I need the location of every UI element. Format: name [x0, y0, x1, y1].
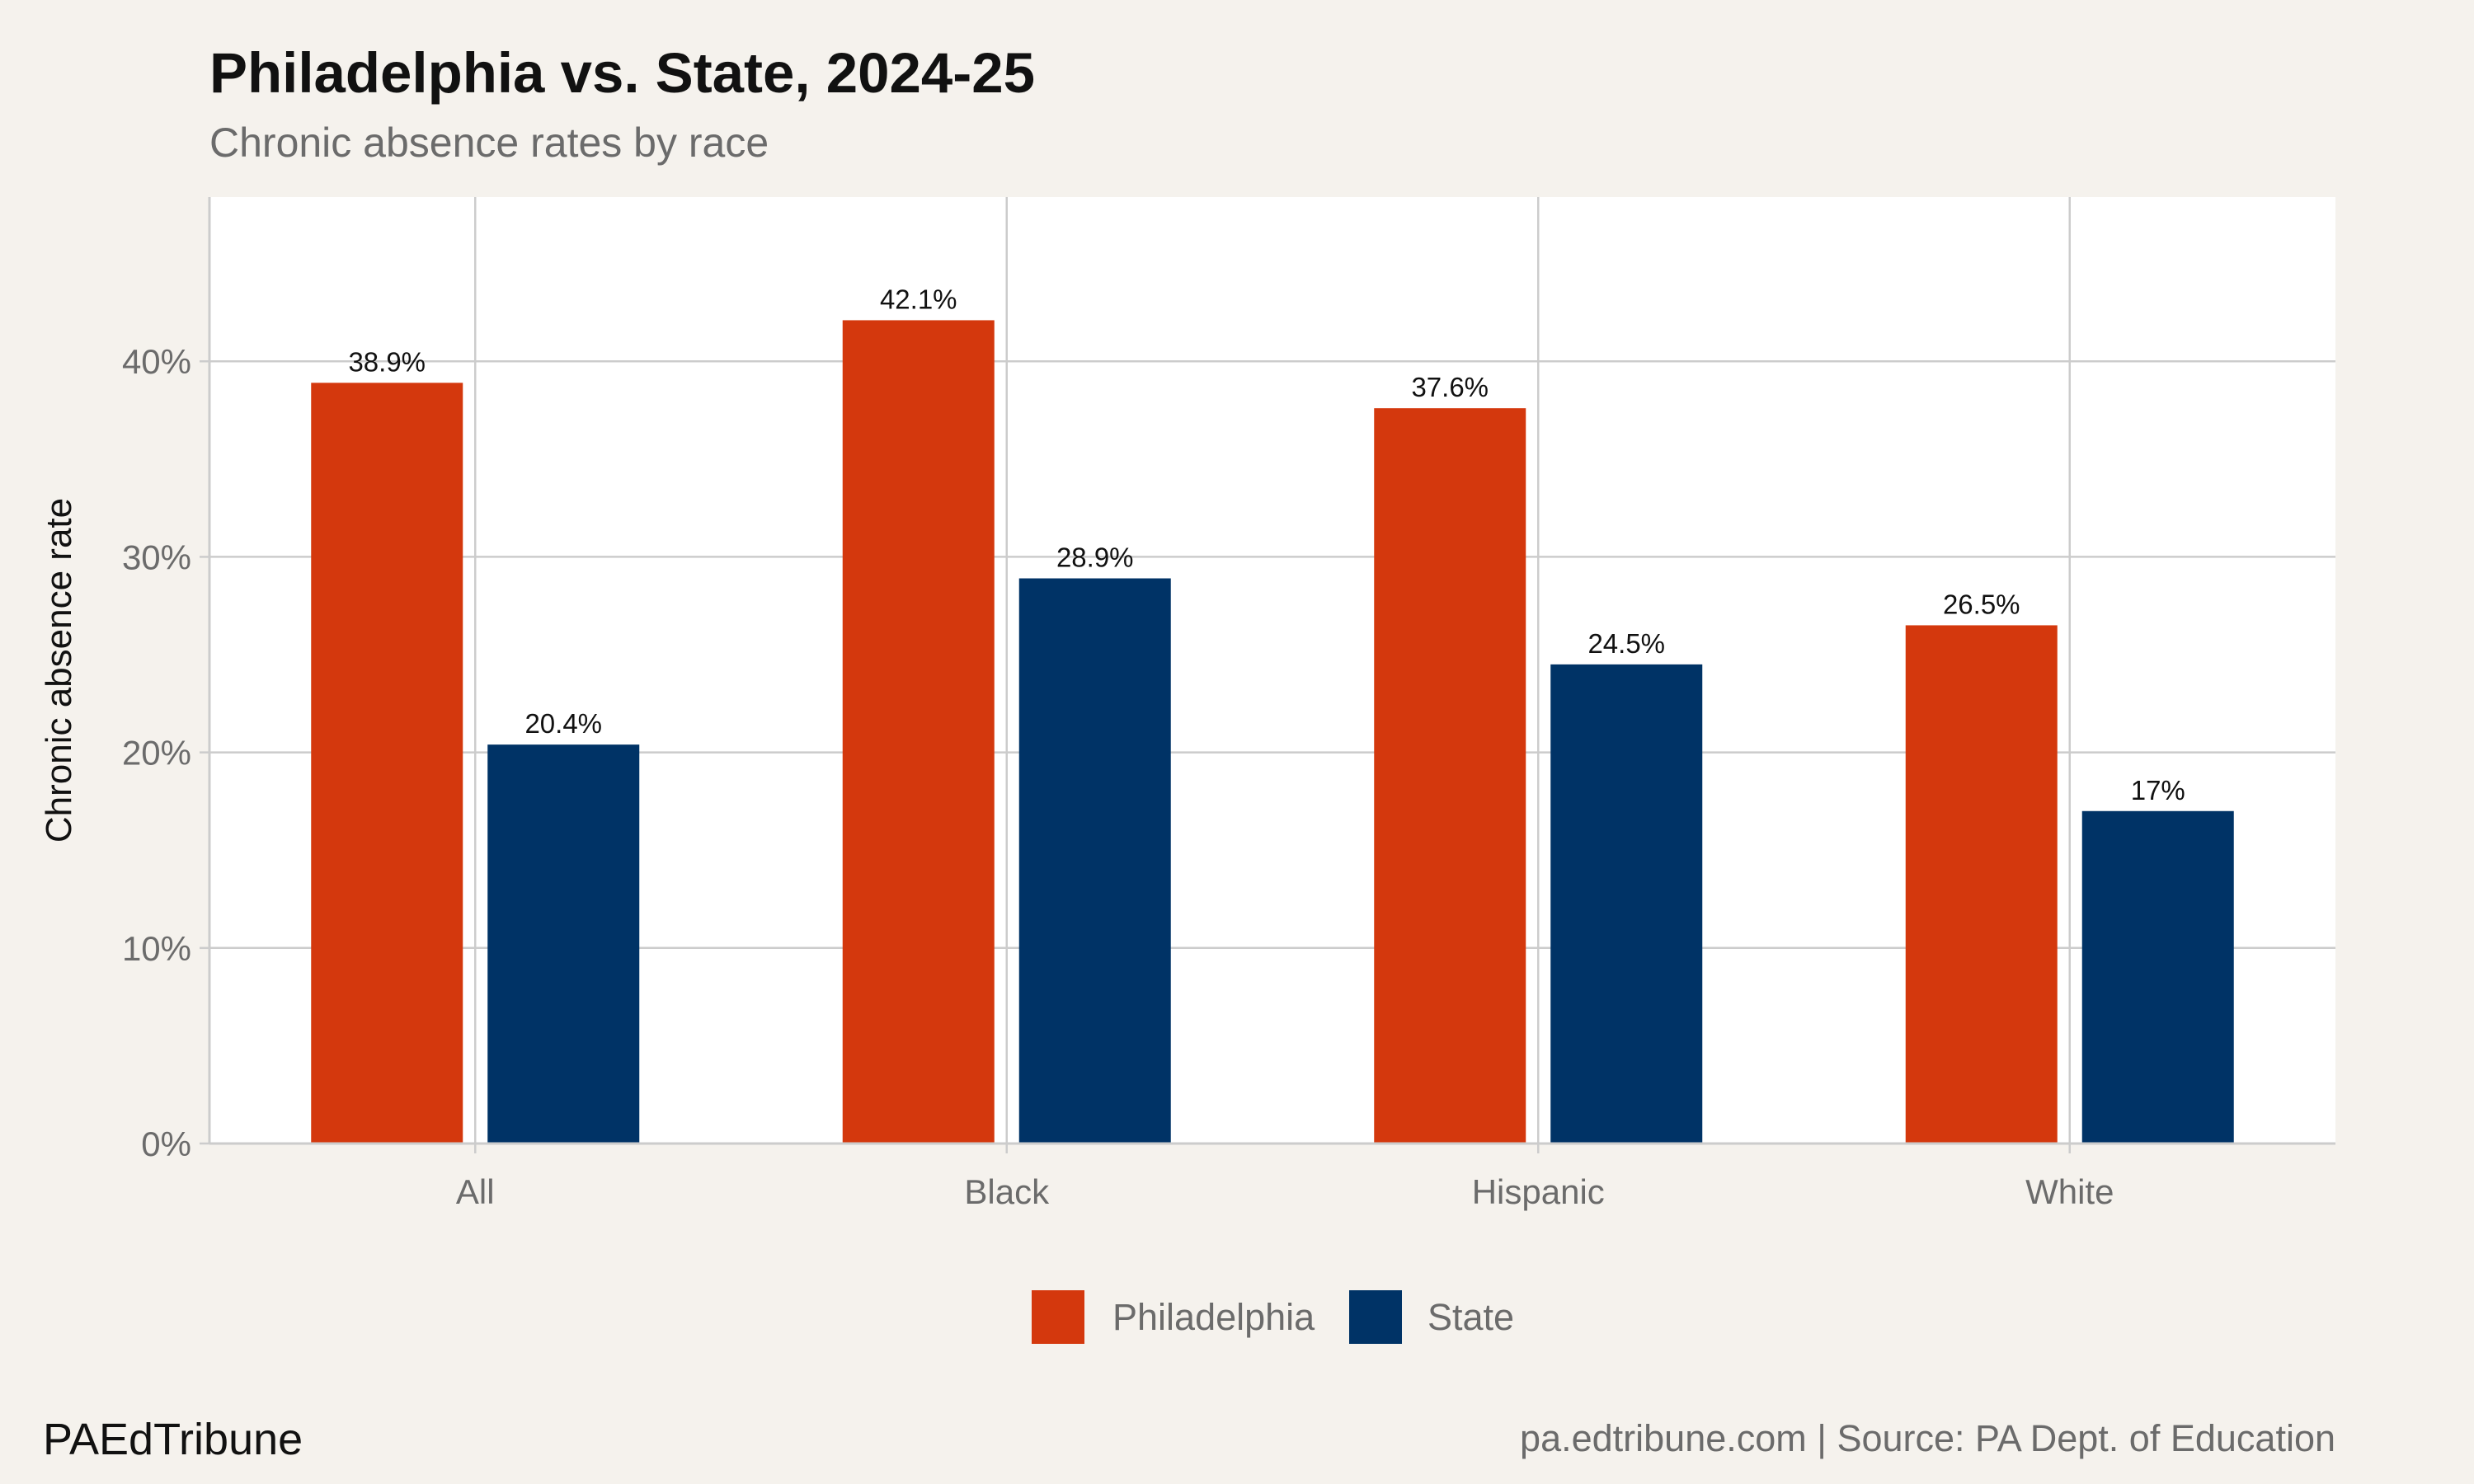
- bar-philadelphia-white: [1905, 625, 2058, 1144]
- x-tick-label: Black: [964, 1172, 1050, 1211]
- data-label: 37.6%: [1411, 372, 1489, 402]
- chart-subtitle: Chronic absence rates by race: [209, 120, 769, 166]
- bar-state-all: [487, 744, 640, 1144]
- bar-philadelphia-hispanic: [1374, 408, 1526, 1144]
- data-label: 17%: [2131, 775, 2185, 805]
- y-axis-label: Chronic absence rate: [39, 498, 79, 843]
- bars: [311, 320, 2234, 1144]
- data-label: 24.5%: [1587, 628, 1665, 659]
- y-tick-label: 10%: [122, 929, 191, 968]
- data-label: 28.9%: [1056, 542, 1134, 573]
- bar-philadelphia-black: [842, 320, 995, 1144]
- brand-logo-text: PAEdTribune: [43, 1415, 303, 1464]
- data-label: 26.5%: [1943, 589, 2020, 619]
- x-axis: All Black Hispanic White: [209, 1142, 2335, 1211]
- legend: Philadelphia State: [1032, 1290, 1514, 1344]
- bar-state-white: [2081, 810, 2234, 1144]
- chart-title: Philadelphia vs. State, 2024-25: [209, 41, 1035, 105]
- x-tick-label: Hispanic: [1472, 1172, 1605, 1211]
- y-tick-label: 40%: [122, 342, 191, 381]
- legend-label-philadelphia: Philadelphia: [1112, 1296, 1315, 1338]
- x-tick-label: All: [456, 1172, 495, 1211]
- source-credit: pa.edtribune.com | Source: PA Dept. of E…: [1520, 1417, 2335, 1459]
- y-tick-label: 0%: [141, 1125, 191, 1163]
- y-axis: 0% 10% 20% 30% 40%: [122, 197, 211, 1163]
- data-label: 38.9%: [348, 346, 426, 377]
- bar-philadelphia-all: [311, 383, 463, 1144]
- bar-state-hispanic: [1550, 664, 1703, 1144]
- data-labels: 38.9% 42.1% 37.6% 26.5% 20.4% 28.9% 24.5% 17%: [348, 284, 2185, 805]
- legend-label-state: State: [1427, 1296, 1514, 1338]
- y-tick-label: 30%: [122, 538, 191, 576]
- legend-swatch-state: [1349, 1290, 1402, 1344]
- x-tick-label: White: [2025, 1172, 2114, 1211]
- bar-state-black: [1018, 578, 1171, 1144]
- legend-swatch-philadelphia: [1032, 1290, 1084, 1344]
- y-tick-label: 20%: [122, 734, 191, 773]
- data-label: 20.4%: [524, 708, 602, 739]
- data-label: 42.1%: [880, 284, 957, 314]
